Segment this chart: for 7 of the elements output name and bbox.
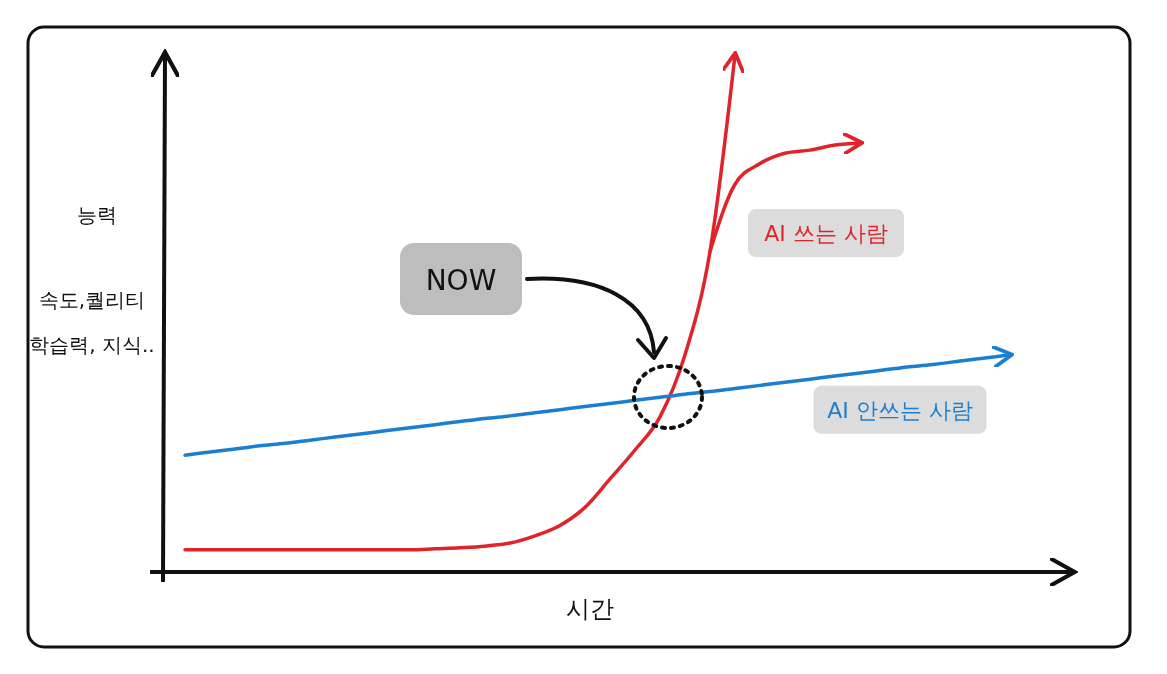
y-axis-title: 능력 [77, 203, 117, 227]
text: AI 쓰는 사람 [764, 221, 888, 246]
text: 속도,퀄리티 [38, 288, 146, 312]
text: 학습력, 지식.. [29, 333, 155, 357]
annotation: NOW [425, 264, 497, 297]
x-axis-title: 시간 [566, 595, 614, 623]
series-label: AI 안쓰는 사람 [827, 397, 973, 423]
